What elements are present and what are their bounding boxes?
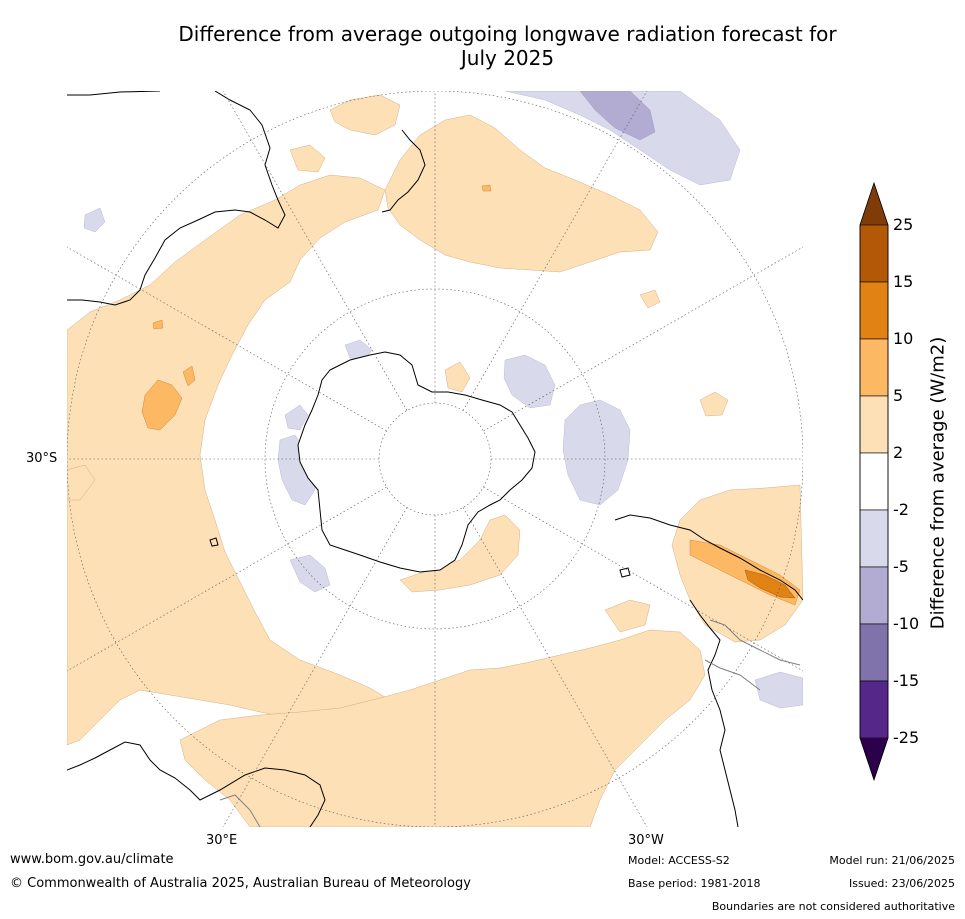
title-line-1: Difference from average outgoing longwav… (178, 22, 837, 46)
region-nw-patch (329, 94, 401, 136)
borders (219, 619, 801, 827)
footer-issued: Issued: 23/06/2025 (848, 877, 955, 890)
meridian-120w (462, 91, 648, 411)
colorbar-bin (859, 395, 889, 454)
region-purple-north (504, 91, 741, 186)
colorbar-bin (859, 281, 889, 340)
colorbar-bin (859, 224, 889, 283)
meridian-30w (462, 507, 648, 827)
lat-label-30s: 30°S (26, 451, 58, 466)
colorbar-tick-label: -5 (893, 557, 909, 576)
coast-falklands (619, 567, 631, 578)
colorbar-bin (859, 566, 889, 625)
lat-circle-60 (264, 288, 606, 630)
footer-model-run: Model run: 21/06/2025 (829, 854, 955, 867)
region-purple-west-2 (284, 404, 309, 431)
lon-label-30w: 30°W (628, 833, 664, 848)
colorbar-tick-label: 10 (893, 329, 914, 348)
colorbar-title: Difference from average (W/m2) (927, 336, 949, 630)
border-3 (219, 794, 261, 827)
colorbar-extend-min (860, 738, 888, 780)
colorbar-tick-label: 2 (893, 443, 904, 462)
region-purple-se (754, 671, 803, 709)
colorbar-tick-label: -10 (893, 614, 920, 633)
colorbar-bin (859, 338, 889, 397)
anomaly-neg-5-to-10 (579, 91, 656, 141)
colorbar-tick-label: -2 (893, 500, 909, 519)
footer-model: Model: ACCESS-S2 (628, 854, 730, 867)
coast-australia (67, 741, 326, 827)
colorbar-extend-max (860, 183, 888, 225)
meridian-30e-a (67, 486, 387, 672)
region-purple-nw (83, 207, 106, 233)
meridian-150e (67, 246, 387, 432)
region-orange-4 (481, 184, 492, 192)
meridian-150w (483, 246, 803, 432)
coast-island-1 (209, 537, 219, 547)
region-nw-patch-2 (289, 144, 326, 173)
region-small-3 (444, 361, 471, 393)
footer-copyright: © Commonwealth of Australia 2025, Austra… (10, 876, 471, 891)
border-1 (709, 619, 801, 666)
meridian-30e (222, 507, 408, 827)
region-purple-mid (579, 91, 656, 141)
colorbar-outline (859, 181, 889, 782)
coast-africa (67, 91, 286, 306)
region-small-4 (604, 599, 651, 633)
coast-new-zealand (381, 129, 426, 213)
region-dark-orange (744, 569, 796, 599)
colorbar-tick-label: -15 (893, 671, 920, 690)
chart-title: Difference from average outgoing longwav… (100, 22, 915, 70)
region-purple-east (562, 399, 631, 506)
region-small-1 (699, 391, 729, 417)
anomaly-2-to-5 (67, 94, 803, 827)
lon-label-30e: 30°E (206, 833, 238, 848)
meridian-120e (222, 91, 408, 411)
map-content (67, 91, 803, 827)
coastlines (67, 91, 803, 827)
colorbar-tick-label: 25 (893, 215, 914, 234)
footer-url[interactable]: www.bom.gov.au/climate (10, 852, 174, 867)
region-antarctic-rim (399, 514, 521, 593)
region-orange-1 (141, 379, 183, 431)
colorbar-bin (859, 623, 889, 682)
anomaly-10-to-15 (744, 569, 796, 599)
region-orange-2 (182, 365, 196, 387)
region-north-band (384, 114, 659, 273)
region-orange-3 (152, 319, 164, 330)
coast-south-america (614, 514, 803, 827)
colorbar-tick-label: 15 (893, 272, 914, 291)
title-line-2: July 2025 (460, 46, 555, 70)
graticule (67, 91, 803, 827)
footer-base-period: Base period: 1981-2018 (628, 877, 761, 890)
colorbar-tick-label: -25 (893, 728, 920, 747)
anomaly-neg-2-to-5 (83, 91, 803, 709)
region-small-2 (639, 289, 661, 309)
colorbar (859, 181, 889, 782)
antarctica-outline (297, 351, 536, 573)
meridian-60w (483, 486, 803, 672)
region-west-band (67, 174, 411, 746)
colorbar-bin (859, 680, 889, 739)
region-purple-east-2 (503, 354, 556, 409)
border-2 (704, 659, 761, 691)
colorbar-bin (859, 452, 889, 511)
region-purple-sw (289, 554, 331, 593)
region-small-5 (67, 464, 96, 501)
colorbar-bin (859, 509, 889, 568)
colorbar-tick-label: 5 (893, 386, 904, 405)
region-south-band (179, 629, 706, 827)
footer-disclaimer: Boundaries are not considered authoritat… (711, 900, 955, 913)
